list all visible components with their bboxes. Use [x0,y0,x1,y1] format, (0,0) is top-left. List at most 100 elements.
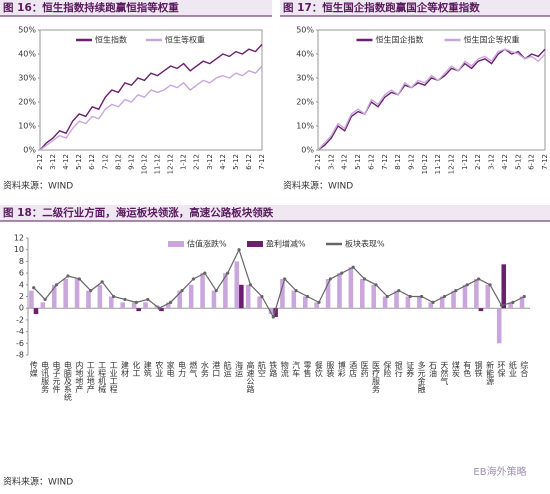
x-tick-label: 6-12 [528,154,536,170]
bar [474,278,479,309]
bar [302,296,308,309]
x-tick-label: 纸业 [508,360,517,377]
bar [314,302,319,309]
x-tick-label: 港口 [212,360,221,377]
bar [29,290,34,309]
bar [223,273,228,309]
line-marker [123,297,127,302]
x-tick-label: 2-12 [36,154,44,170]
bar [200,273,205,309]
bar [86,290,91,309]
bar [508,302,513,309]
line-marker [499,303,504,307]
x-tick-label: 6-12 [88,154,96,170]
y-tick-label: 20% [296,98,314,107]
x-tick-label: 多元金融 [417,360,426,394]
x-tick-label: 医疗服务 [371,361,380,394]
line-marker [77,277,81,281]
bar [348,267,354,309]
bar [451,290,456,309]
y-tick-label: 10% [18,122,36,131]
x-tick-label: 钢铁 [474,360,483,378]
line-marker [111,294,116,299]
x-tick-label: 7-12 [258,154,266,170]
x-tick-label: 天然气 [440,361,449,385]
bar [136,308,141,312]
bar [120,302,125,309]
x-tick-label: 3-12 [488,154,496,170]
line-marker [226,271,230,275]
x-tick-label: 汽车 [292,360,301,378]
line-marker [317,300,321,304]
x-tick-label: 航运 [223,360,232,378]
line-marker [397,289,401,293]
bar [325,278,331,309]
y-tick-label: 0% [301,146,314,155]
x-tick-label: 服装 [326,361,335,378]
line-marker [237,248,241,252]
x-tick-label: 环保 [497,361,506,378]
line-marker [442,294,447,299]
bar [188,284,194,309]
x-tick-label: 7-12 [541,154,549,170]
y-tick-label: -4 [16,327,24,336]
x-tick-label: 内地地产 [75,360,84,394]
line-marker [203,271,207,275]
line-marker [477,277,481,281]
x-tick-label: 6-12 [367,154,375,170]
line-marker [374,283,378,287]
bar [245,284,251,309]
legend-label: 恒生指数 [95,35,127,45]
x-tick-label: 3-12 [206,154,214,170]
chart-title: 图 18：二级行业方面，海运板块领涨，高速公路板块领跌 [3,206,274,219]
legend-swatch [168,241,184,247]
y-tick-label: -2 [16,315,24,324]
x-tick-label: 医药 [360,361,369,378]
line-marker [146,297,150,302]
bar [131,302,137,309]
x-tick-label: 10-12 [140,154,148,174]
x-tick-label: 海运 [235,360,244,378]
series-line [39,65,263,151]
line-marker [294,289,298,293]
series-line [33,248,525,319]
line-marker [100,280,104,284]
bar [496,308,502,344]
x-tick-label: 4-12 [501,154,509,170]
x-tick-label: 7-12 [101,154,109,170]
x-tick-label: 工程机械 [98,361,107,394]
x-tick-label: 传媒 [29,360,38,378]
line-marker [191,277,196,281]
y-tick-label: 8 [19,257,24,266]
line-marker [511,300,515,304]
line-marker [305,294,310,299]
line-marker [271,315,275,319]
x-tick-label: 证券 [406,361,415,378]
bar [257,296,262,309]
line-marker [328,277,332,281]
bar [273,308,278,317]
y-tick-label: 6 [19,269,24,278]
y-tick-label: 50% [18,26,36,35]
y-tick-label: -6 [16,339,24,348]
line-marker [431,300,435,304]
bar [143,302,148,309]
x-tick-label: 航空 [257,360,266,377]
legend-label: 恒生国企指数 [376,35,424,45]
x-tick-label: 高速公路 [246,360,255,393]
title-band [0,205,550,221]
bar [478,308,484,312]
bar [268,308,274,315]
bar [439,296,445,309]
legend-swatch [247,241,263,247]
x-tick-label: 新能源 [486,360,495,386]
bar [371,284,376,309]
y-tick-label: 12 [14,234,24,243]
bar [519,296,525,309]
bar [74,278,80,309]
bar [394,290,399,309]
line-marker [260,294,264,299]
line-marker [89,289,93,293]
legend-label: 恒生等权重 [165,35,205,45]
